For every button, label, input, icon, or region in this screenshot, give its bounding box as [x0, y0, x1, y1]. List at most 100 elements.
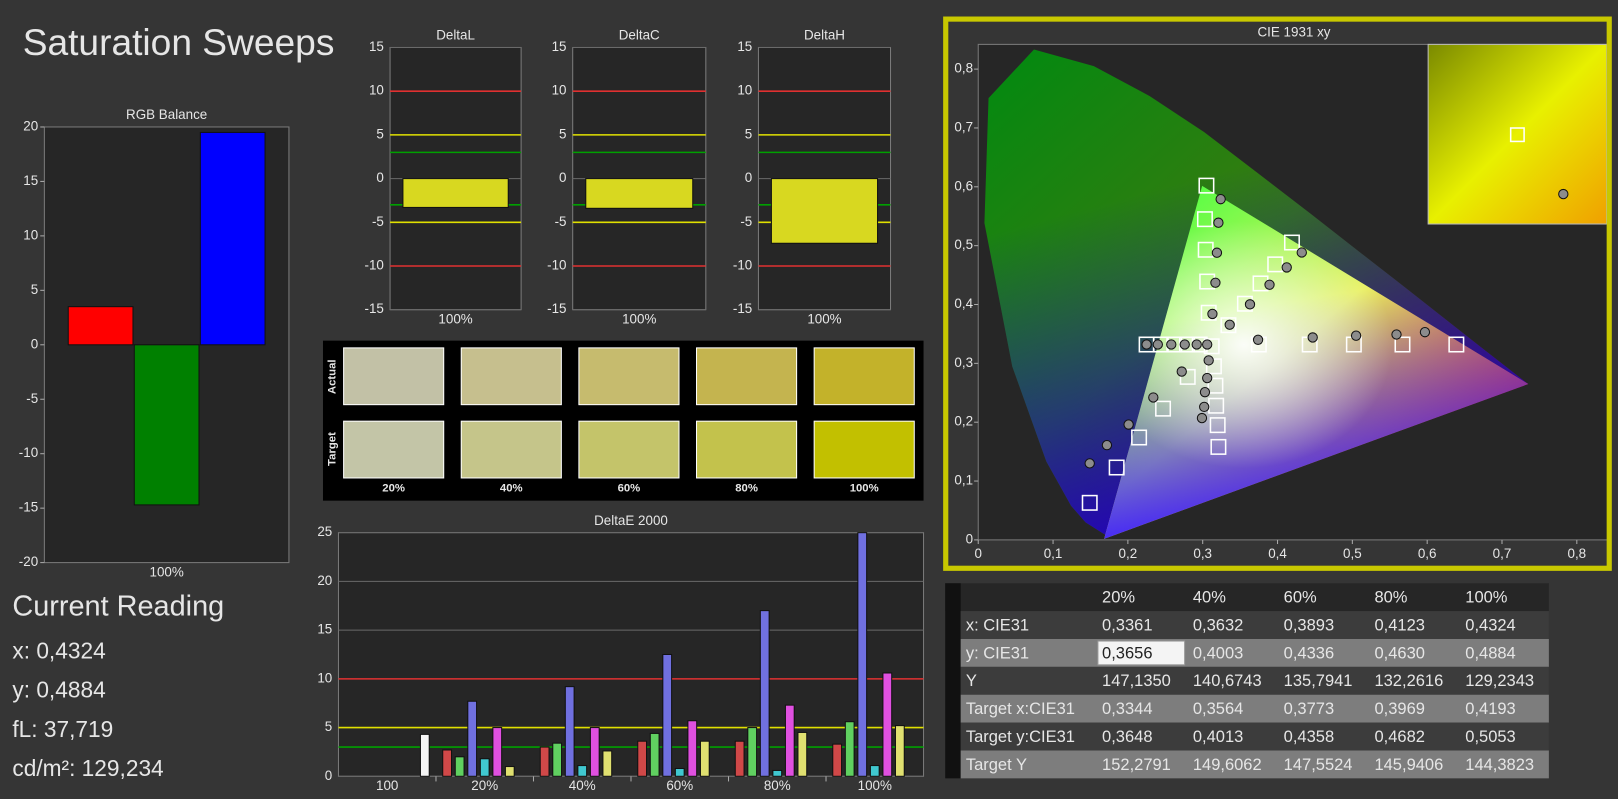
- chart-title: DeltaC: [619, 28, 660, 43]
- measured-point: [1207, 308, 1218, 320]
- bar: [772, 769, 783, 777]
- target-point: [1205, 358, 1222, 375]
- bar: [492, 727, 503, 777]
- chart-title: DeltaH: [804, 28, 845, 43]
- y-tick-label: -10: [364, 258, 383, 273]
- table-column-header: 100%: [1465, 589, 1508, 607]
- y-tick-label: 5: [325, 719, 332, 734]
- bar: [402, 178, 509, 208]
- measured-point: [1419, 326, 1431, 338]
- y-tick-label: 10: [737, 83, 752, 98]
- bar: [577, 765, 588, 777]
- swatch-column-label: 80%: [735, 482, 758, 494]
- target-point: [1267, 256, 1284, 273]
- swatch-target: [460, 420, 562, 479]
- y-tick-label: 15: [369, 39, 384, 54]
- measured-point: [1350, 330, 1362, 341]
- swatch-column-label: 100%: [850, 482, 879, 494]
- table-row-bg: [960, 722, 1549, 751]
- y-tick-label: 15: [737, 39, 752, 54]
- table-cell: 0,3656: [1102, 644, 1152, 662]
- table-row-label: Y: [966, 672, 977, 690]
- x-tick-label: 40%: [569, 778, 596, 793]
- target-point: [1207, 377, 1224, 394]
- table-left-strip: [945, 583, 961, 779]
- y-tick-label: 15: [317, 622, 332, 637]
- chart-title: RGB Balance: [126, 107, 207, 122]
- table-cell-highlight: [1097, 640, 1186, 666]
- y-tick-label: 10: [552, 83, 567, 98]
- swatch-actual: [460, 347, 562, 406]
- measured-point: [1211, 247, 1223, 258]
- y-tick-label: -10: [733, 258, 752, 273]
- measured-point: [1202, 339, 1213, 350]
- target-point: [1448, 336, 1465, 353]
- y-tick-label: -10: [547, 258, 566, 273]
- bar: [467, 700, 478, 777]
- swatch-actual: [813, 347, 915, 406]
- x-tick-label: 0,4: [1268, 546, 1287, 561]
- y-tick-label: 0,2: [954, 414, 973, 429]
- y-tick-label: -5: [555, 214, 567, 229]
- current-reading-line: fL: 37,719: [12, 716, 113, 742]
- x-tick-label: 100%: [858, 778, 892, 793]
- target-point: [1131, 429, 1148, 446]
- table-cell: 0,3361: [1102, 616, 1152, 634]
- swatch-actual: [343, 347, 445, 406]
- bar: [747, 727, 758, 777]
- x-tick-label: 0,1: [1044, 546, 1063, 561]
- table-cell: 0,4003: [1193, 644, 1243, 662]
- table-cell: 0,3648: [1102, 728, 1152, 746]
- x-tick-label: 100%: [150, 564, 184, 579]
- table-cell: 132,2616: [1374, 672, 1443, 690]
- measured-point: [1166, 339, 1177, 350]
- measured-point: [1264, 279, 1275, 290]
- target-point: [1220, 317, 1237, 334]
- measured-point: [1191, 339, 1202, 350]
- table-cell: 0,3773: [1284, 700, 1334, 718]
- y-tick-label: 5: [376, 126, 383, 141]
- target-point: [1210, 438, 1227, 455]
- x-tick-label: 100: [376, 778, 398, 793]
- x-tick-label: 20%: [471, 778, 498, 793]
- measured-point: [1391, 329, 1402, 340]
- measured-point: [1196, 412, 1208, 424]
- table-row-bg: [960, 750, 1549, 779]
- y-tick-label: -5: [740, 214, 752, 229]
- inset-measured: [1558, 188, 1569, 200]
- inset-target: [1509, 127, 1525, 143]
- y-tick-label: 0,7: [954, 119, 973, 134]
- x-tick-label: 0,3: [1193, 546, 1212, 561]
- measured-point: [1202, 372, 1213, 384]
- table-cell: 0,4884: [1465, 644, 1515, 662]
- table-cell: 145,9406: [1374, 756, 1443, 774]
- bar: [770, 178, 879, 244]
- target-point: [1108, 459, 1125, 476]
- target-point: [1394, 336, 1411, 353]
- bar: [687, 720, 698, 777]
- swatch-column-label: 20%: [382, 482, 405, 494]
- y-tick-label: 0,5: [954, 237, 973, 252]
- table-header-bg: [945, 583, 1549, 612]
- table-row-bg: [960, 666, 1549, 695]
- y-tick-label: 20: [23, 119, 38, 134]
- measured-point: [1152, 339, 1163, 350]
- bar: [699, 740, 710, 777]
- y-tick-label: 5: [745, 126, 752, 141]
- measured-point: [1141, 339, 1152, 350]
- current-reading-line: cd/m²: 129,234: [12, 755, 163, 781]
- table-row-label: Target x:CIE31: [966, 700, 1075, 718]
- y-tick-label: 5: [31, 282, 38, 297]
- bar: [539, 746, 550, 777]
- x-tick-label: 100%: [807, 312, 841, 327]
- y-tick-label: -5: [372, 214, 384, 229]
- bar: [637, 740, 648, 777]
- table-cell: 0,4013: [1193, 728, 1243, 746]
- measured-point: [1199, 387, 1211, 398]
- table-cell: 147,5524: [1284, 756, 1353, 774]
- y-tick-label: 0: [376, 170, 383, 185]
- over-layer: Saturation Sweeps Actual Target Current …: [12, 21, 1586, 793]
- bar: [552, 742, 563, 777]
- target-point: [1179, 368, 1196, 385]
